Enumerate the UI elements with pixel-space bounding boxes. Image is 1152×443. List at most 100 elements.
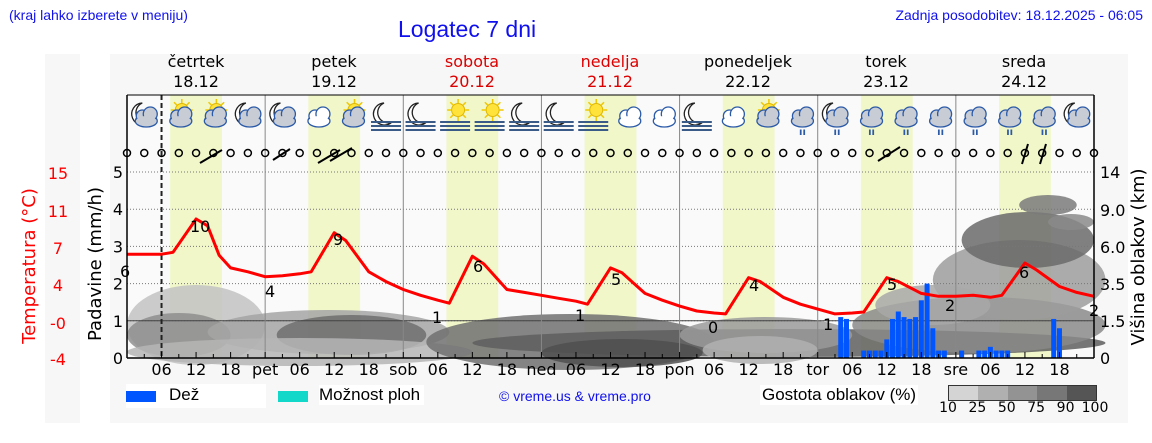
- rain-bar: [999, 350, 1005, 358]
- density-swatch: [949, 386, 979, 400]
- cloud-rain-icon: ıı: [998, 106, 1022, 138]
- temperature-tick: 4: [53, 276, 63, 295]
- density-tick: 100: [1081, 400, 1109, 416]
- weather-icons-row: ıı ıı ıı ıı ıı ıı ıı ıı: [131, 99, 1091, 138]
- daylight-band: [446, 95, 499, 358]
- cloud-rain-icon: ıı: [859, 106, 884, 138]
- calm-wind-icon: [727, 148, 736, 158]
- region-menu-hint[interactable]: (kraj lahko izberete v meniju): [9, 7, 188, 23]
- temperature-annotation: 1: [575, 306, 585, 325]
- density-tick: 75: [1027, 400, 1046, 416]
- x-tick-label: 12: [1015, 360, 1035, 379]
- calm-wind-icon: [709, 148, 719, 158]
- moon-cloud-rain-icon: ıı: [821, 102, 849, 138]
- temperature-annotation: 0: [708, 318, 718, 337]
- cloud-rain-icon: ıı: [963, 106, 987, 138]
- calm-wind-icon: [519, 148, 529, 158]
- calm-wind-icon: [1055, 148, 1064, 158]
- daylight-band: [722, 95, 775, 358]
- rain-bar: [982, 350, 988, 358]
- rain-tick: 1: [113, 312, 123, 331]
- calm-wind-icon: [1003, 148, 1012, 158]
- rain-label: Dež: [169, 385, 200, 404]
- wind-barb-icon: [317, 149, 341, 164]
- rain-tick: 2: [113, 275, 123, 294]
- copyright-link[interactable]: © vreme.us & vreme.pro: [499, 388, 651, 404]
- calm-wind-icon: [865, 148, 874, 158]
- calm-wind-icon: [226, 148, 235, 158]
- sun-fog-icon: [440, 99, 471, 131]
- sun-fog-icon: [474, 99, 505, 131]
- temperature-tick: 15: [48, 164, 68, 183]
- rain-bar: [843, 318, 849, 358]
- day-date: 20.12: [449, 72, 495, 91]
- x-tick-label: 06: [704, 360, 724, 379]
- x-tick-label: tor: [806, 360, 829, 379]
- calm-wind-icon: [692, 148, 702, 158]
- x-tick-label: 06: [428, 360, 448, 379]
- wind-barb-icon: [877, 146, 901, 162]
- calm-wind-icon: [329, 148, 339, 158]
- rain-bar: [907, 318, 913, 358]
- x-tick-label: ned: [526, 360, 556, 379]
- moon-cloud-icon: [269, 102, 297, 128]
- temperature-tick: 11: [48, 202, 68, 221]
- rain-bar: [895, 311, 901, 358]
- calm-wind-icon: [537, 148, 546, 158]
- calm-wind-icon: [606, 148, 615, 158]
- temperature-tick: -4: [50, 350, 66, 369]
- day-date: 24.12: [1001, 72, 1047, 91]
- density-swatch: [1066, 386, 1097, 400]
- calm-wind-icon: [122, 148, 132, 158]
- calm-wind-icon: [813, 148, 822, 158]
- cloud-rain-icon: ıı: [928, 106, 953, 138]
- day-name: četrtek: [167, 52, 225, 71]
- calm-wind-icon: [761, 148, 771, 158]
- cloud-icon: [618, 106, 642, 128]
- temperature-annotation: 2: [945, 296, 955, 315]
- calm-wind-icon: [554, 148, 563, 158]
- wind-barb-icon: [329, 147, 353, 162]
- rain-tick: 4: [113, 200, 123, 219]
- x-tick-label: 12: [877, 360, 897, 379]
- day-label: četrtek 18.12: [127, 52, 265, 92]
- cloud-height-tick: 3.5: [1100, 275, 1125, 294]
- x-tick-label: 18: [911, 360, 931, 379]
- density-tick: 90: [1056, 400, 1075, 416]
- rain-bar: [901, 317, 907, 358]
- page-title: Logatec 7 dni: [398, 16, 537, 42]
- calm-wind-icon: [796, 148, 805, 158]
- wind-barb-icon: [1021, 143, 1029, 165]
- rain-bar: [1051, 318, 1057, 358]
- wind-row: [122, 143, 1099, 165]
- calm-wind-icon: [1072, 148, 1081, 158]
- cloud-rain-icon: ıı: [894, 106, 918, 138]
- wind-barb-icon: [1039, 143, 1047, 165]
- sun-cloud-icon: [756, 99, 780, 128]
- rain-bars: [838, 283, 1062, 358]
- calm-wind-icon: [260, 148, 270, 158]
- rain-bar: [884, 339, 890, 358]
- calm-wind-icon: [174, 148, 184, 158]
- rain-tick: 5: [113, 163, 123, 182]
- calm-wind-icon: [381, 148, 391, 158]
- rain-bar: [861, 350, 867, 358]
- calm-wind-icon: [968, 148, 978, 158]
- cloud-icon: [307, 106, 331, 128]
- cloud-height-axis-title: Višina oblakov (km): [1128, 168, 1149, 345]
- x-tick-label: pon: [665, 360, 695, 379]
- calm-wind-icon: [364, 148, 373, 158]
- rain-bar: [930, 328, 936, 358]
- daylight-band: [584, 95, 637, 358]
- x-tick-label: 12: [600, 360, 620, 379]
- svg-text:ıı: ıı: [868, 127, 875, 138]
- calm-wind-icon: [675, 148, 684, 158]
- day-label: torek 23.12: [817, 52, 955, 92]
- last-update-text: Zadnja posodobitev: 18.12.2025 - 06:05: [895, 7, 1143, 23]
- day-name: sobota: [444, 52, 500, 71]
- cloud-density-scale: [948, 385, 1097, 401]
- calm-wind-icon: [416, 148, 425, 158]
- rain-tick: 0: [113, 349, 123, 368]
- moon-cloud-icon: [1063, 102, 1091, 128]
